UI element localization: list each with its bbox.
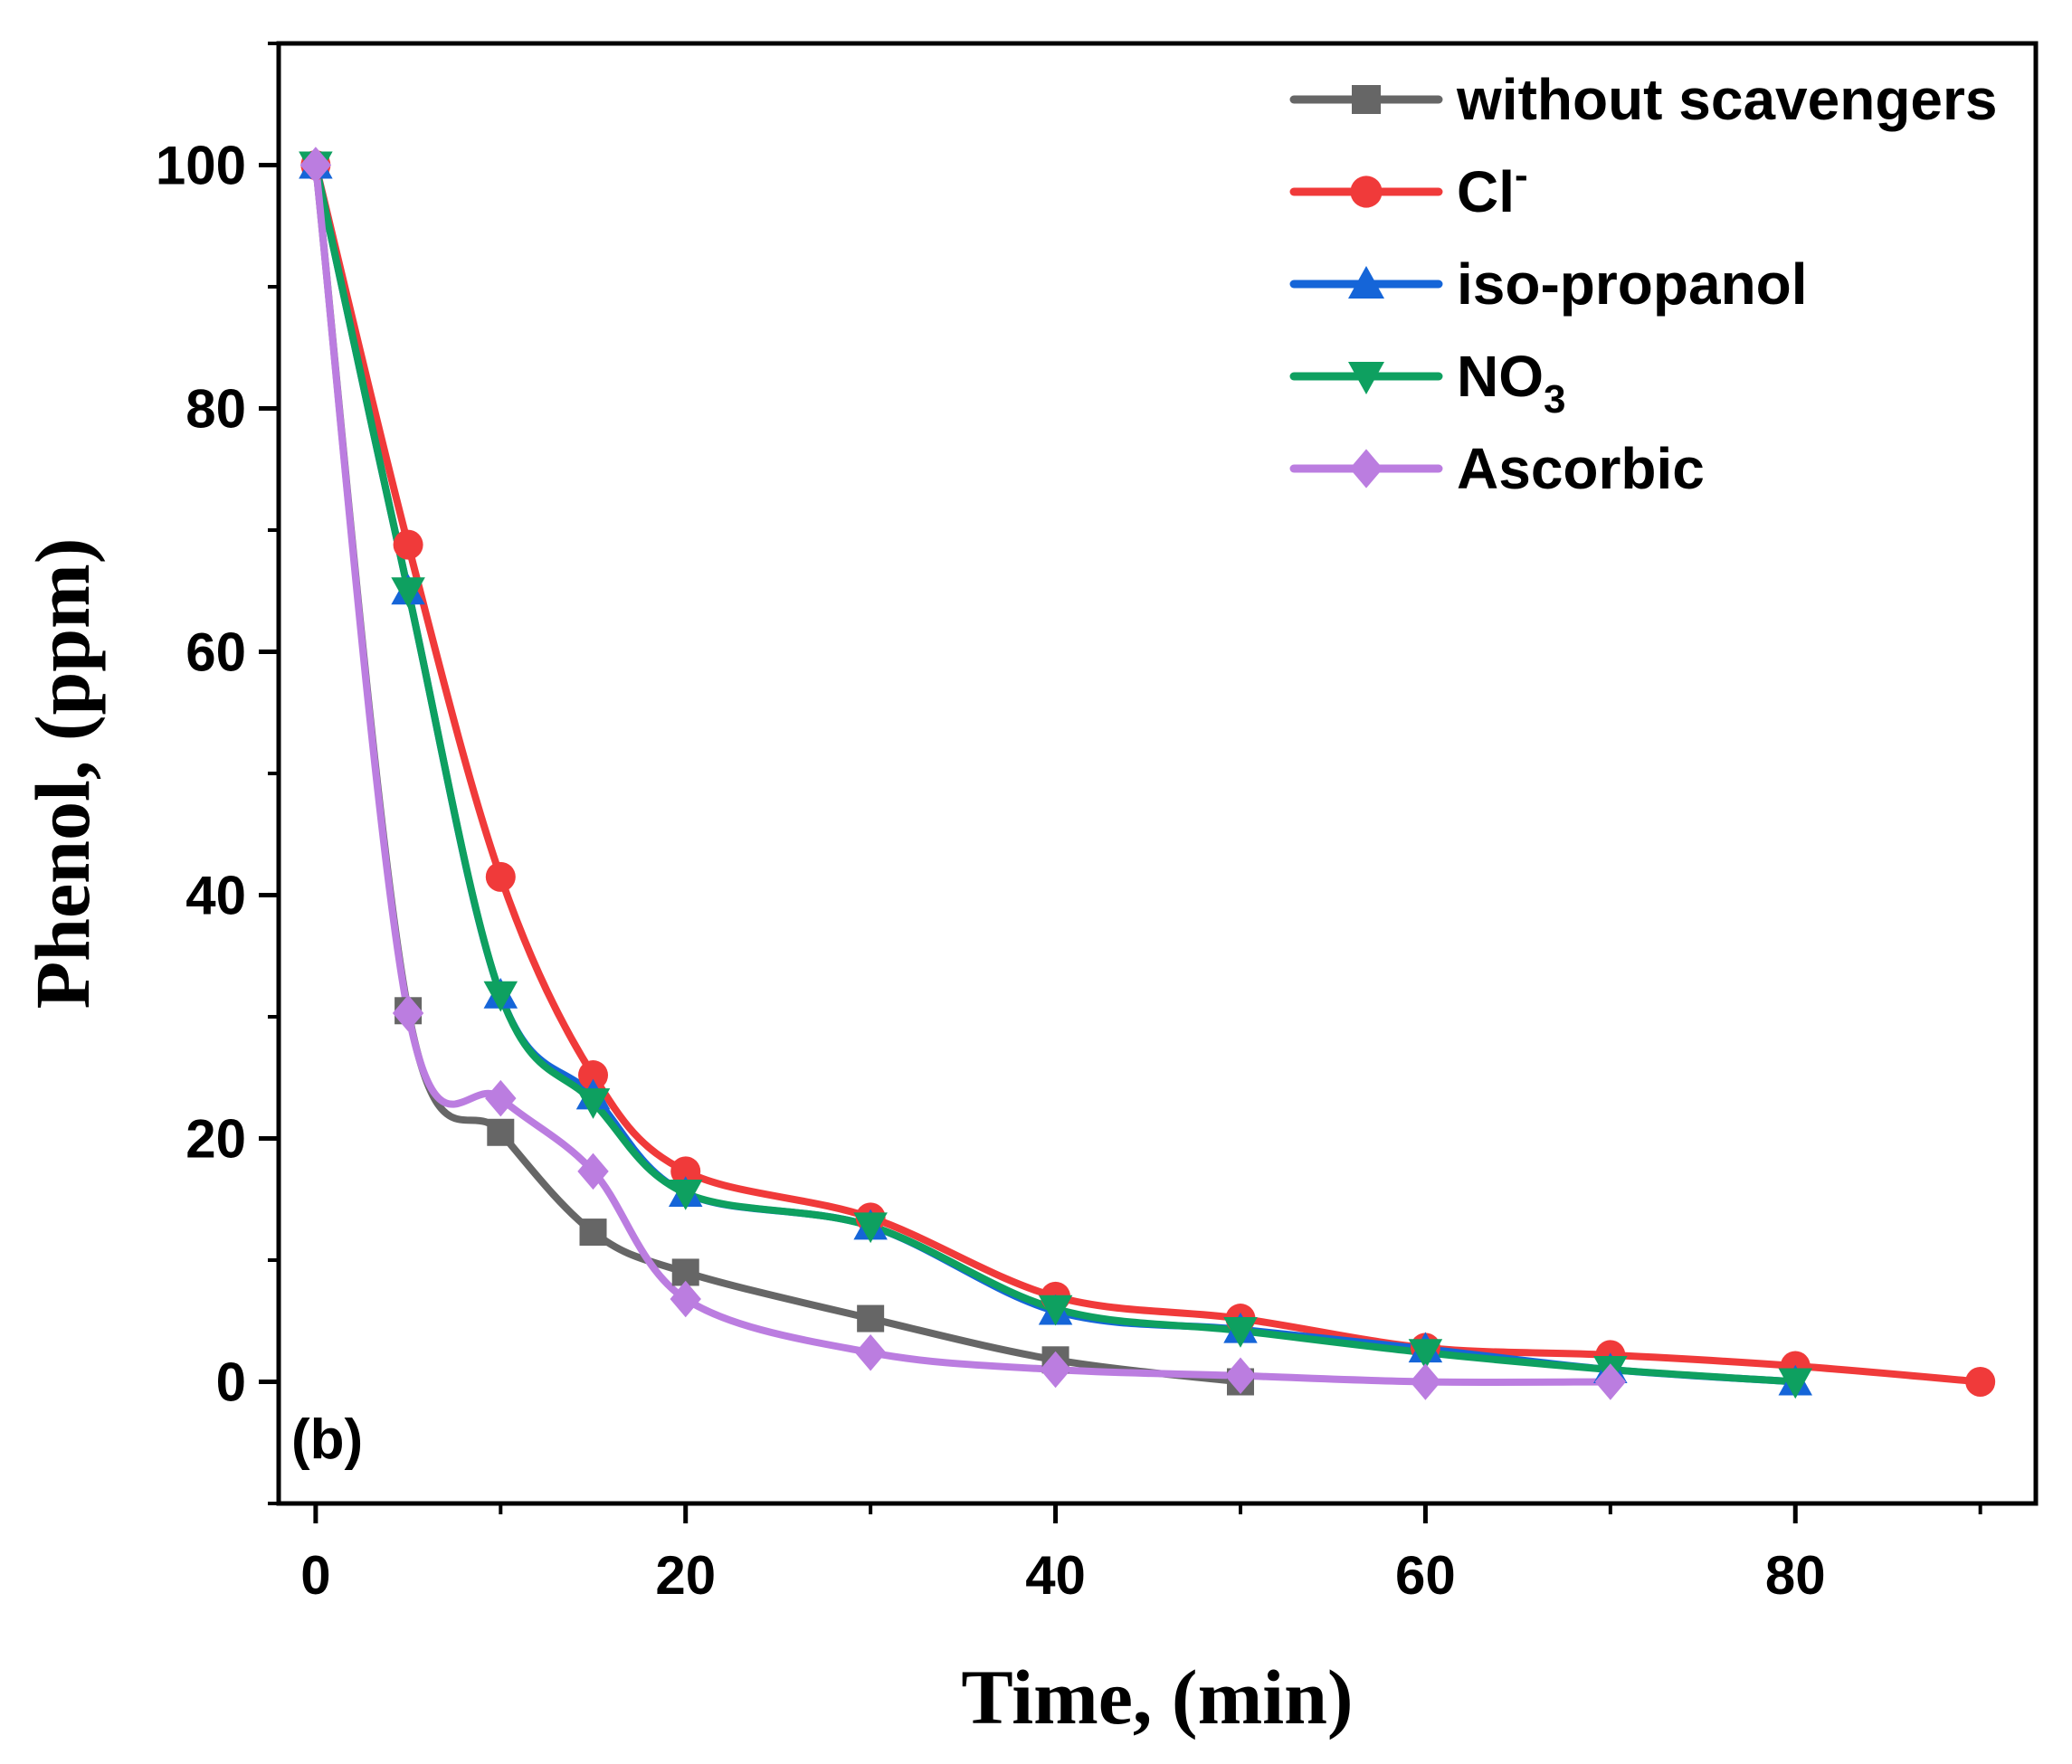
data-point-ascorbic bbox=[485, 1079, 517, 1117]
data-point-ascorbic bbox=[1224, 1357, 1257, 1395]
series-line-iso-propanol bbox=[311, 161, 1800, 1386]
y-tick-label: 80 bbox=[185, 379, 246, 440]
data-point-no bbox=[1038, 1295, 1073, 1326]
x-tick-label: 60 bbox=[1395, 1545, 1456, 1606]
y-axis-title: Phenol, (ppm) bbox=[19, 538, 106, 1010]
y-tick-label: 0 bbox=[216, 1352, 246, 1413]
series-points-cl bbox=[300, 150, 1996, 1397]
x-tick-label: 0 bbox=[300, 1545, 330, 1606]
data-point-cl bbox=[1965, 1367, 1996, 1397]
data-point-no bbox=[668, 1180, 703, 1210]
series-line-cl bbox=[311, 161, 1984, 1386]
legend: without scavengers Cl-iso-propanol NO3 Asco… bbox=[1289, 67, 1998, 501]
data-point-without-scavengers bbox=[857, 1304, 885, 1332]
x-tick-label: 20 bbox=[655, 1545, 716, 1606]
data-point-ascorbic bbox=[1410, 1363, 1441, 1400]
data-point-cl bbox=[578, 1060, 609, 1091]
x-tick-label: 80 bbox=[1765, 1545, 1826, 1606]
legend-marker-no bbox=[1348, 362, 1384, 394]
legend-label-no: NO3 bbox=[1457, 344, 1565, 422]
data-point-cl bbox=[670, 1156, 701, 1187]
data-point-no bbox=[1408, 1339, 1443, 1370]
y-tick-label: 20 bbox=[185, 1109, 246, 1170]
data-point-ascorbic bbox=[299, 147, 332, 184]
data-point-no bbox=[1223, 1317, 1258, 1348]
series-markers bbox=[299, 147, 1996, 1400]
data-point-cl bbox=[485, 861, 516, 892]
data-point-ascorbic bbox=[670, 1280, 701, 1318]
legend-marker-without-scavengers bbox=[1352, 85, 1381, 114]
data-point-no bbox=[391, 577, 425, 608]
data-point-no bbox=[483, 981, 518, 1012]
data-point-without-scavengers bbox=[579, 1219, 607, 1247]
series-line-ascorbic bbox=[311, 161, 1614, 1386]
data-point-cl bbox=[393, 529, 423, 560]
x-tick-label: 40 bbox=[1025, 1545, 1086, 1606]
legend-marker-cl bbox=[1350, 175, 1383, 208]
data-point-no bbox=[575, 1088, 611, 1119]
data-point-ascorbic bbox=[392, 994, 424, 1032]
data-point-ascorbic bbox=[577, 1152, 609, 1190]
data-point-no bbox=[853, 1212, 888, 1244]
legend-marker-iso-propanol bbox=[1348, 266, 1384, 299]
legend-label-iso-propanol: iso-propanol bbox=[1457, 251, 1808, 317]
y-tick-label: 40 bbox=[185, 866, 246, 926]
data-point-no bbox=[1778, 1368, 1813, 1399]
series-line-no bbox=[311, 161, 1800, 1386]
legend-label-ascorbic: Ascorbic bbox=[1457, 436, 1705, 501]
x-axis-title: Time, (min) bbox=[961, 1654, 1353, 1740]
panel-label: (b) bbox=[291, 1408, 363, 1471]
axis-ticks bbox=[259, 42, 1982, 1523]
legend-label-cl: Cl- bbox=[1457, 153, 1528, 224]
data-point-ascorbic bbox=[1040, 1351, 1071, 1389]
axis-tick-labels: 0 20 40 60 80 0 20 40 60 80 100 bbox=[156, 136, 1826, 1607]
series-points-no bbox=[299, 151, 1813, 1399]
legend-marker-ascorbic bbox=[1349, 449, 1383, 488]
series-curves bbox=[311, 161, 1984, 1386]
data-point-ascorbic bbox=[854, 1333, 887, 1371]
legend-label-without-scavengers: without scavengers bbox=[1456, 67, 1998, 132]
y-tick-label: 100 bbox=[156, 136, 246, 196]
series-points-ascorbic bbox=[299, 147, 1627, 1400]
series-points-iso-propanol bbox=[299, 147, 1813, 1396]
data-point-ascorbic bbox=[1594, 1363, 1627, 1400]
y-tick-label: 60 bbox=[185, 622, 246, 683]
data-point-without-scavengers bbox=[487, 1118, 515, 1146]
